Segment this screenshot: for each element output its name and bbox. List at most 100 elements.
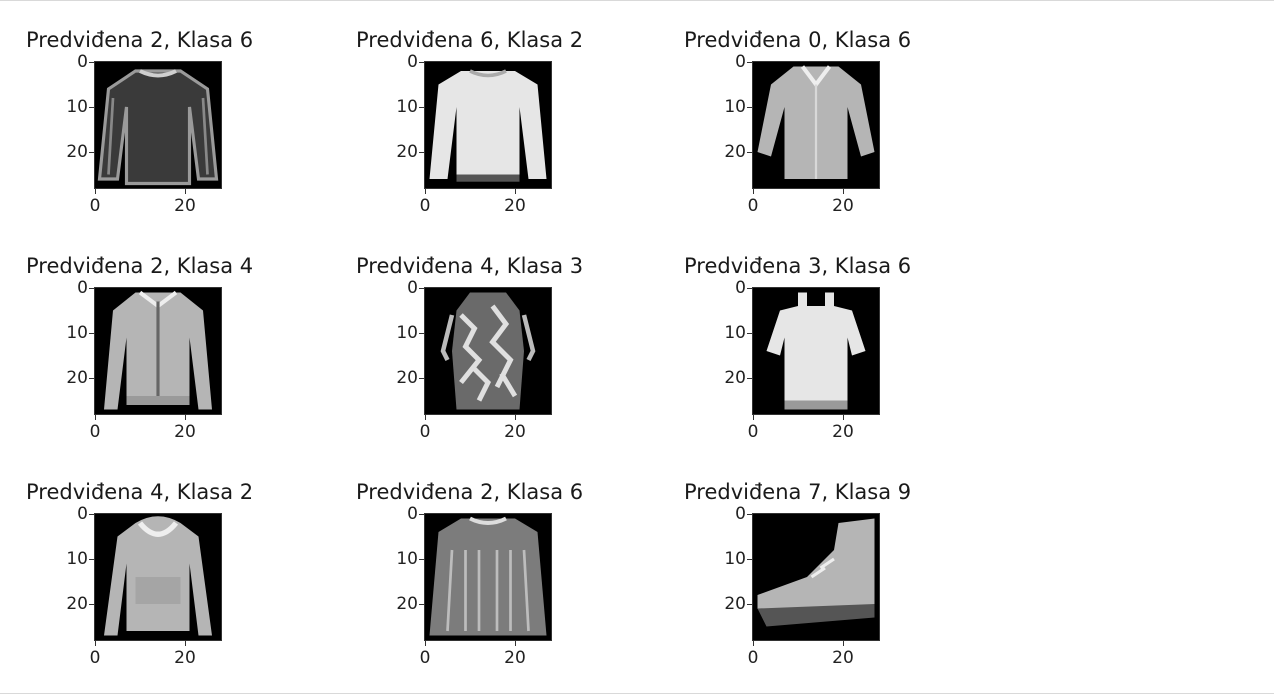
image-panel: Predviđena 2, Klasa 4 0 10 20 0 20 bbox=[26, 253, 326, 473]
x-tick-label: 20 bbox=[174, 422, 196, 442]
patterned-dress-icon bbox=[425, 288, 551, 414]
x-tick-label: 20 bbox=[832, 648, 854, 668]
y-tick-label: 20 bbox=[396, 594, 418, 614]
pullover-dark-icon bbox=[95, 62, 221, 188]
x-tick-label: 0 bbox=[747, 422, 759, 442]
x-tick-label: 20 bbox=[504, 196, 526, 216]
x-tick-label: 0 bbox=[89, 422, 101, 442]
y-tick-label: 20 bbox=[66, 368, 88, 388]
x-tick-label: 20 bbox=[504, 422, 526, 442]
y-tick-label: 20 bbox=[724, 142, 746, 162]
y-tick-label: 10 bbox=[396, 97, 418, 117]
x-tick-label: 0 bbox=[419, 196, 431, 216]
x-tick-mark bbox=[185, 189, 186, 194]
x-tick-mark bbox=[753, 641, 754, 646]
y-tick-mark bbox=[89, 333, 94, 334]
blouse-icon bbox=[753, 62, 879, 188]
y-tick-mark bbox=[419, 333, 424, 334]
y-tick-label: 20 bbox=[724, 594, 746, 614]
y-tick-mark bbox=[419, 378, 424, 379]
x-tick-label: 0 bbox=[419, 648, 431, 668]
image-panel: Predviđena 0, Klasa 6 0 10 20 0 20 bbox=[684, 27, 984, 247]
x-tick-mark bbox=[425, 641, 426, 646]
x-tick-label: 20 bbox=[174, 196, 196, 216]
panel-title: Predviđena 6, Klasa 2 bbox=[356, 28, 584, 52]
y-tick-label: 10 bbox=[396, 549, 418, 569]
y-tick-mark bbox=[89, 559, 94, 560]
image-thumbnail bbox=[424, 61, 552, 189]
x-tick-label: 0 bbox=[747, 196, 759, 216]
y-tick-mark bbox=[747, 152, 752, 153]
y-tick-mark bbox=[89, 288, 94, 289]
x-tick-mark bbox=[753, 189, 754, 194]
y-tick-label: 0 bbox=[407, 278, 418, 298]
image-panel: Predviđena 2, Klasa 6 0 10 20 0 20 bbox=[356, 479, 656, 699]
y-tick-label: 10 bbox=[396, 323, 418, 343]
y-tick-mark bbox=[89, 514, 94, 515]
image-thumbnail bbox=[752, 287, 880, 415]
y-tick-label: 0 bbox=[735, 278, 746, 298]
y-tick-label: 0 bbox=[735, 504, 746, 524]
y-tick-label: 20 bbox=[66, 142, 88, 162]
panel-title: Predviđena 2, Klasa 4 bbox=[26, 254, 254, 278]
panel-title: Predviđena 0, Klasa 6 bbox=[684, 28, 912, 52]
y-tick-mark bbox=[419, 559, 424, 560]
y-tick-mark bbox=[89, 152, 94, 153]
y-tick-label: 10 bbox=[66, 97, 88, 117]
y-tick-label: 10 bbox=[724, 549, 746, 569]
image-panel: Predviđena 4, Klasa 2 0 10 20 0 20 bbox=[26, 479, 326, 699]
image-panel: Predviđena 3, Klasa 6 0 10 20 0 20 bbox=[684, 253, 984, 473]
x-tick-mark bbox=[843, 189, 844, 194]
panel-title: Predviđena 7, Klasa 9 bbox=[684, 480, 912, 504]
y-tick-label: 0 bbox=[407, 52, 418, 72]
y-tick-label: 20 bbox=[724, 368, 746, 388]
y-tick-mark bbox=[419, 62, 424, 63]
y-tick-mark bbox=[419, 514, 424, 515]
x-tick-label: 20 bbox=[832, 196, 854, 216]
y-tick-mark bbox=[747, 333, 752, 334]
x-tick-mark bbox=[425, 415, 426, 420]
image-thumbnail bbox=[752, 513, 880, 641]
image-thumbnail bbox=[424, 287, 552, 415]
x-tick-mark bbox=[425, 189, 426, 194]
panel-title: Predviđena 4, Klasa 2 bbox=[26, 480, 254, 504]
y-tick-mark bbox=[89, 62, 94, 63]
x-tick-mark bbox=[95, 641, 96, 646]
y-tick-mark bbox=[747, 288, 752, 289]
image-thumbnail bbox=[424, 513, 552, 641]
y-tick-mark bbox=[419, 107, 424, 108]
y-tick-label: 0 bbox=[735, 52, 746, 72]
y-tick-label: 0 bbox=[77, 52, 88, 72]
x-tick-label: 0 bbox=[89, 648, 101, 668]
x-tick-mark bbox=[515, 189, 516, 194]
y-tick-mark bbox=[747, 107, 752, 108]
image-thumbnail bbox=[752, 61, 880, 189]
image-thumbnail bbox=[94, 513, 222, 641]
x-tick-label: 0 bbox=[89, 196, 101, 216]
x-tick-mark bbox=[515, 415, 516, 420]
sweater-icon bbox=[425, 514, 551, 640]
x-tick-mark bbox=[95, 189, 96, 194]
y-tick-label: 0 bbox=[407, 504, 418, 524]
x-tick-label: 20 bbox=[174, 648, 196, 668]
y-tick-mark bbox=[747, 62, 752, 63]
x-tick-mark bbox=[843, 415, 844, 420]
long-sleeve-top-icon bbox=[425, 62, 551, 188]
hoodie-icon bbox=[95, 514, 221, 640]
y-tick-mark bbox=[419, 604, 424, 605]
x-tick-mark bbox=[185, 415, 186, 420]
y-tick-label: 10 bbox=[724, 97, 746, 117]
x-tick-label: 0 bbox=[747, 648, 759, 668]
y-tick-label: 20 bbox=[66, 594, 88, 614]
y-tick-mark bbox=[89, 604, 94, 605]
x-tick-mark bbox=[515, 641, 516, 646]
x-tick-mark bbox=[185, 641, 186, 646]
y-tick-mark bbox=[747, 559, 752, 560]
x-tick-label: 0 bbox=[419, 422, 431, 442]
image-panel: Predviđena 6, Klasa 2 0 10 20 0 20 bbox=[356, 27, 656, 247]
x-tick-label: 20 bbox=[504, 648, 526, 668]
y-tick-label: 10 bbox=[66, 549, 88, 569]
y-tick-mark bbox=[747, 514, 752, 515]
image-panel: Predviđena 2, Klasa 6 0 10 20 0 20 bbox=[26, 27, 326, 247]
